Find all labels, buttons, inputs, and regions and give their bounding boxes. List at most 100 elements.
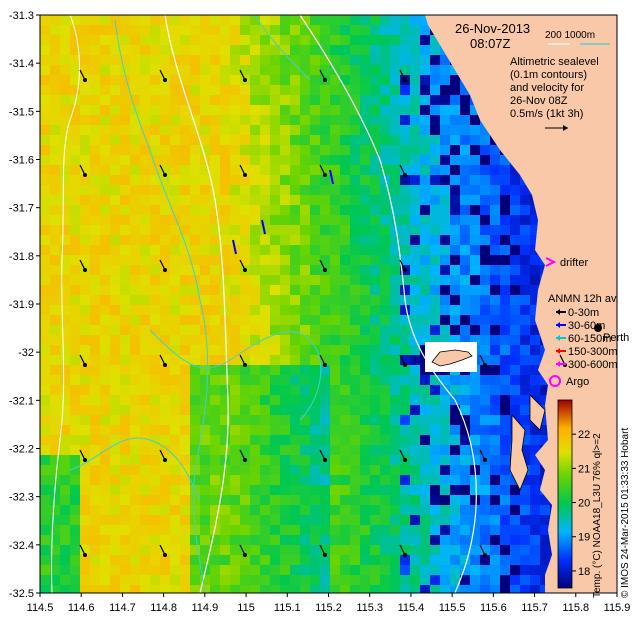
sst-cell (470, 405, 480, 415)
sst-cell (160, 335, 170, 345)
sst-cell (420, 275, 430, 285)
sst-cell (250, 115, 260, 125)
sst-cell (370, 565, 380, 575)
sst-cell (290, 555, 300, 565)
sst-cell (200, 575, 210, 585)
sst-cell (90, 145, 100, 155)
sst-cell (510, 175, 520, 185)
sst-cell (380, 485, 390, 495)
sst-cell (410, 445, 420, 455)
sst-cell (400, 335, 410, 345)
sst-cell (50, 505, 60, 515)
sst-cell (440, 405, 450, 415)
sst-cell (450, 305, 460, 315)
sst-cell (70, 575, 80, 585)
sst-cell (140, 345, 150, 355)
sst-cell (120, 525, 130, 535)
sst-cell (260, 215, 270, 225)
sst-cell (70, 215, 80, 225)
sst-cell (390, 545, 400, 555)
sst-cell (350, 555, 360, 565)
sst-cell (470, 575, 480, 585)
sst-cell (370, 15, 380, 25)
sst-cell (280, 505, 290, 515)
sst-cell (370, 355, 380, 365)
sst-cell (500, 245, 510, 255)
sst-cell (360, 145, 370, 155)
sst-cell (280, 85, 290, 95)
sst-cell (340, 285, 350, 295)
sst-cell (410, 495, 420, 505)
sst-cell (160, 405, 170, 415)
sst-cell (50, 465, 60, 475)
sst-cell (510, 495, 520, 505)
sst-cell (120, 565, 130, 575)
sst-cell (210, 435, 220, 445)
sst-cell (430, 485, 440, 495)
sst-cell (350, 225, 360, 235)
sst-cell (260, 305, 270, 315)
sst-cell (450, 325, 460, 335)
sst-cell (460, 105, 470, 115)
sst-cell (90, 435, 100, 445)
sst-cell (40, 225, 50, 235)
sst-cell (310, 305, 320, 315)
sst-cell (470, 275, 480, 285)
sst-cell (300, 575, 310, 585)
sst-cell (240, 535, 250, 545)
sst-cell (190, 195, 200, 205)
sst-cell (70, 55, 80, 65)
sst-cell (40, 65, 50, 75)
sst-cell (330, 165, 340, 175)
sst-cell (110, 85, 120, 95)
sst-cell (410, 255, 420, 265)
sst-cell (210, 245, 220, 255)
sst-cell (250, 75, 260, 85)
sst-cell (490, 505, 500, 515)
sst-cell (150, 25, 160, 35)
sst-cell (300, 495, 310, 505)
sst-cell (120, 545, 130, 555)
sst-cell (340, 275, 350, 285)
sst-cell (170, 235, 180, 245)
sst-cell (190, 335, 200, 345)
sst-cell (40, 175, 50, 185)
sst-cell (510, 325, 520, 335)
sst-cell (350, 185, 360, 195)
sst-cell (320, 315, 330, 325)
anmn-arrowhead (556, 335, 560, 341)
sst-cell (430, 405, 440, 415)
sst-cell (150, 75, 160, 85)
sst-cell (320, 525, 330, 535)
sst-cell (90, 155, 100, 165)
sst-cell (200, 465, 210, 475)
sst-cell (90, 55, 100, 65)
sst-cell (280, 245, 290, 255)
sst-cell (360, 475, 370, 485)
sst-cell (360, 85, 370, 95)
sst-cell (150, 115, 160, 125)
sst-cell (360, 195, 370, 205)
sst-cell (200, 15, 210, 25)
sst-cell (170, 275, 180, 285)
sst-cell (220, 425, 230, 435)
x-tick-label: 114.7 (109, 602, 136, 614)
sst-cell (150, 485, 160, 495)
sst-cell (430, 75, 440, 85)
sst-cell (410, 135, 420, 145)
sst-cell (80, 315, 90, 325)
sst-cell (270, 215, 280, 225)
sst-cell (140, 65, 150, 75)
sst-cell (240, 325, 250, 335)
sst-cell (510, 185, 520, 195)
sst-cell (370, 125, 380, 135)
sst-cell (300, 225, 310, 235)
sst-cell (290, 115, 300, 125)
sst-cell (80, 225, 90, 235)
sst-cell (130, 475, 140, 485)
sst-cell (80, 35, 90, 45)
sst-cell (480, 435, 490, 445)
sst-cell (180, 545, 190, 555)
sst-cell (200, 165, 210, 175)
